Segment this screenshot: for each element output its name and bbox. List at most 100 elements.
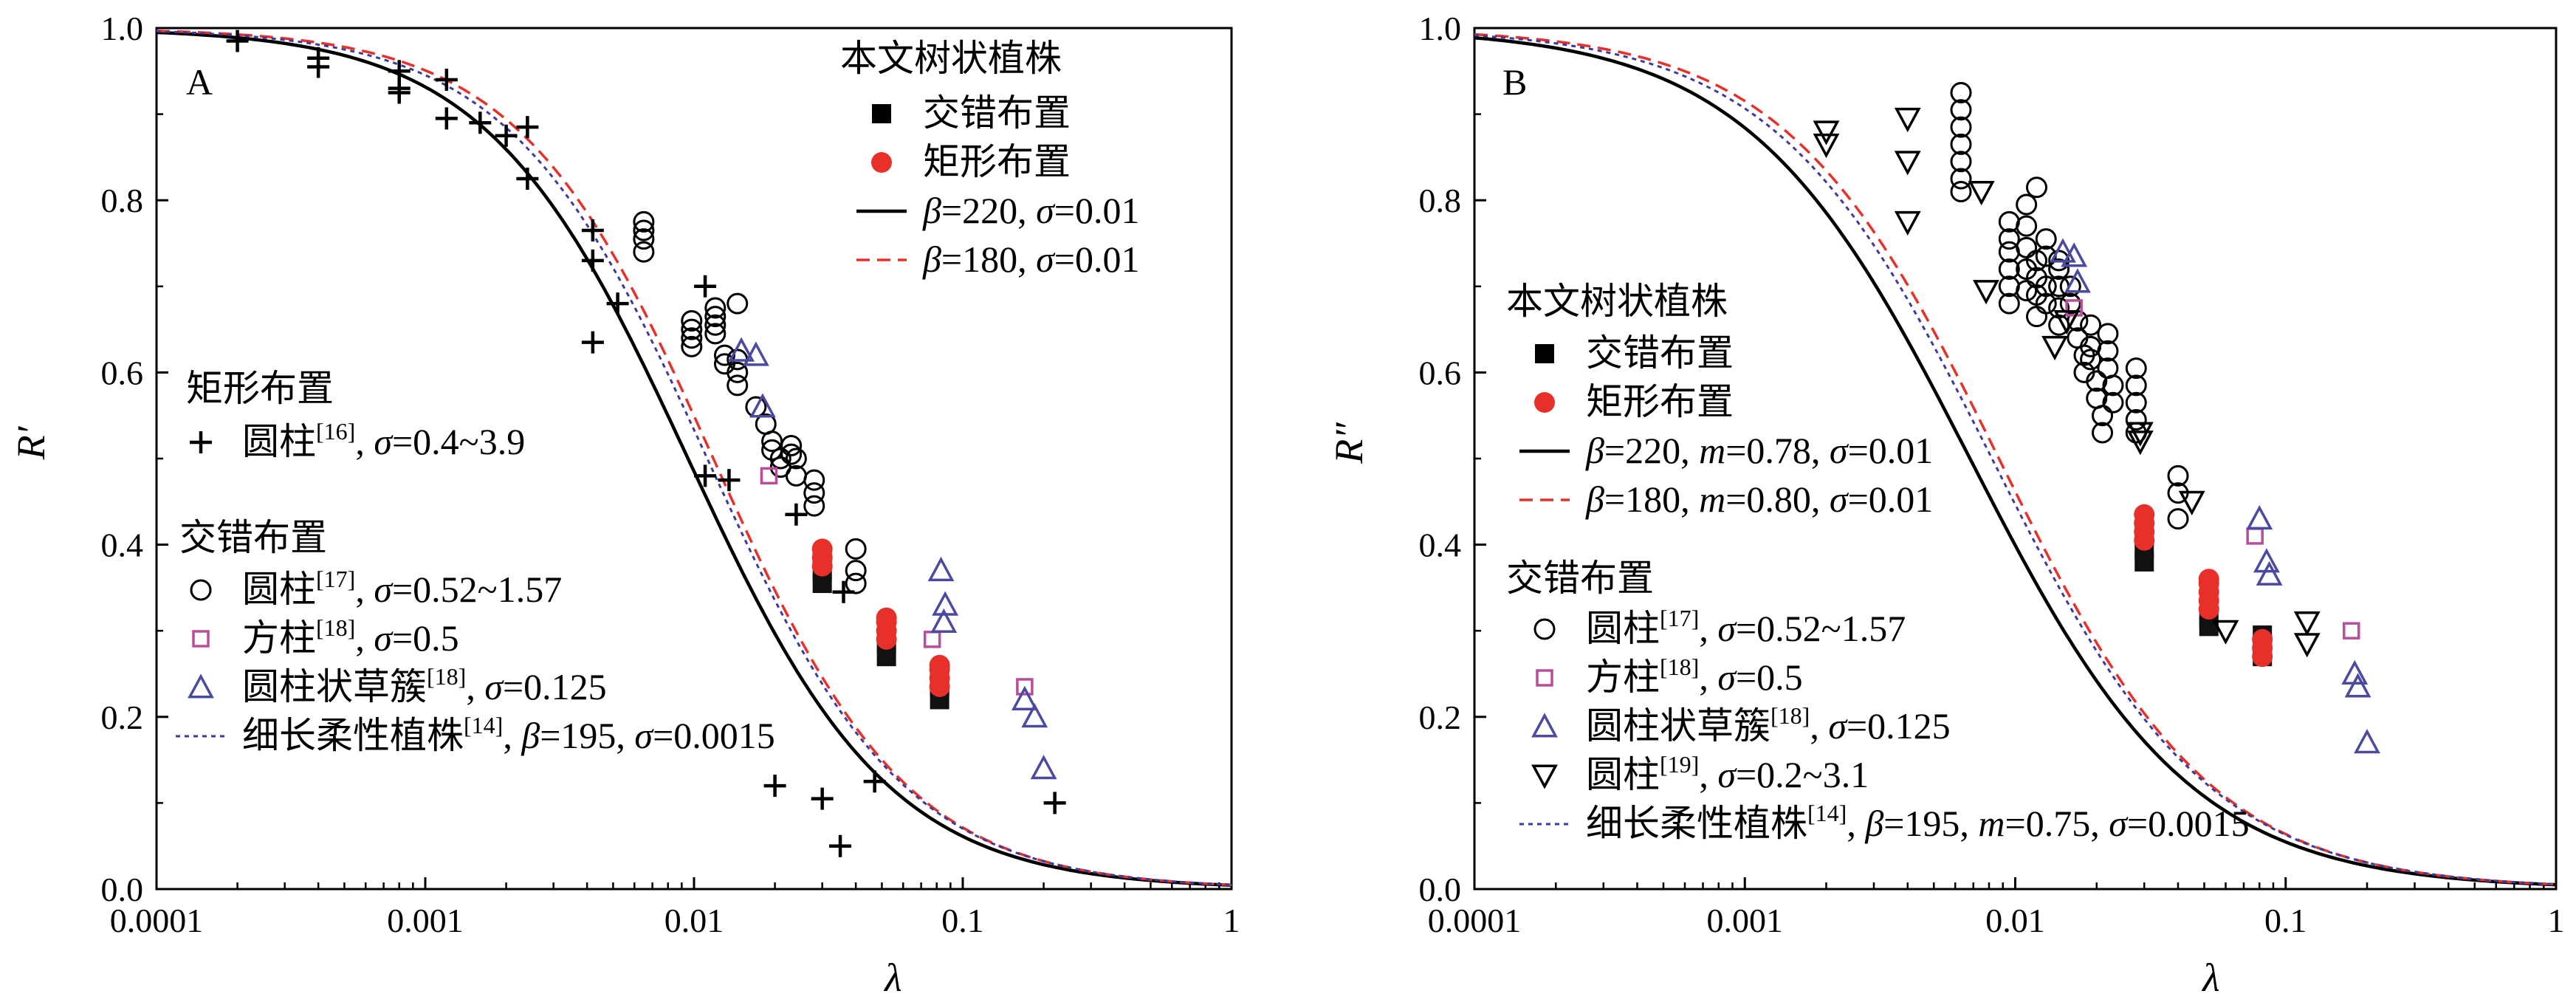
- text-run: =0.125: [1847, 705, 1951, 747]
- superscript-ref: [14]: [1807, 800, 1847, 826]
- down-triangle-marker: [2212, 620, 2239, 645]
- open-circle-marker: [633, 241, 655, 263]
- filled-dot-marker: [2134, 504, 2155, 525]
- filled-dot-marker: [871, 152, 892, 173]
- text-run: =220,: [941, 190, 1036, 231]
- text-run: ,: [1699, 656, 1717, 698]
- panel-a: 0.0 0.2 0.4 0.6 0.8 1.0 0.0001 0.001 0.01 0.1 1 λ R′…: [9, 10, 1240, 1000]
- italic-symbol: β: [922, 190, 941, 231]
- legend-label: 圆柱状草簇[18], σ=0.125: [1586, 702, 1951, 747]
- open-circle-marker: [704, 314, 727, 336]
- text-run: =0.52~1.57: [1736, 608, 1906, 649]
- open-circle-marker: [190, 579, 212, 601]
- open-triangle-marker: [2256, 560, 2283, 586]
- plus-marker: [829, 834, 852, 857]
- text-run: =0.01: [1848, 479, 1934, 520]
- open-circle-marker: [1998, 258, 2020, 280]
- y-tick-label: 0.8: [1419, 182, 1462, 219]
- y-tick-label: 0.4: [101, 526, 144, 564]
- legend-label: 圆柱[19], σ=0.2~3.1: [1586, 751, 1869, 795]
- x-axis-label: λ: [2201, 956, 2219, 1000]
- legend-label: 细长柔性植株[14], β=195, σ=0.0015: [242, 712, 775, 756]
- filled-dot-marker: [2252, 628, 2273, 650]
- down-triangle-marker: [2053, 309, 2081, 335]
- open-circle-marker: [2167, 464, 2189, 487]
- open-circle-marker: [1950, 151, 1972, 173]
- open-circle-marker: [2016, 215, 2038, 237]
- open-triangle-marker: [2050, 238, 2076, 263]
- open-triangle-marker: [1021, 703, 1048, 728]
- down-triangle-marker: [2126, 431, 2154, 456]
- open-triangle-marker: [1030, 755, 1057, 780]
- down-triangle-marker: [1968, 181, 1995, 206]
- text-run: 圆柱状草簇: [242, 666, 427, 707]
- open-circle-marker: [845, 538, 867, 560]
- text-run: =0.125: [503, 666, 607, 707]
- plus-marker: [811, 787, 834, 810]
- text-run: 圆柱: [242, 421, 316, 462]
- open-circle-marker: [2016, 236, 2038, 258]
- legend-label: 交错布置: [1586, 332, 1734, 374]
- plus-marker: [581, 249, 604, 272]
- open-triangle-marker: [2061, 242, 2088, 267]
- text-run: 细长柔性植株: [1586, 803, 1807, 844]
- plus-marker: [581, 219, 604, 242]
- text-run: =0.01: [1054, 190, 1140, 231]
- text-run: 交错布置: [923, 92, 1071, 134]
- open-circle-marker: [1950, 99, 1972, 121]
- text-run: ,: [503, 715, 521, 756]
- italic-symbol: σ: [374, 569, 394, 610]
- open-circle-marker: [2026, 176, 2048, 199]
- superscript-ref: [18]: [316, 614, 355, 641]
- text-run: =180,: [1604, 479, 1699, 520]
- open-circle-marker: [1950, 133, 1972, 155]
- superscript-ref: [19]: [1660, 751, 1699, 778]
- italic-symbol: σ: [1036, 190, 1056, 231]
- open-triangle-marker: [2354, 729, 2380, 754]
- open-circle-marker: [2035, 275, 2057, 298]
- down-triangle-marker: [2126, 422, 2154, 447]
- open-triangle-marker: [2064, 268, 2091, 293]
- legend-label: β=180, m=0.80, σ=0.01: [1585, 479, 1933, 520]
- plus-marker: [516, 116, 539, 139]
- plus-marker: [435, 107, 458, 130]
- open-square-marker: [2065, 299, 2083, 317]
- plus-marker: [694, 275, 717, 298]
- superscript-ref: [18]: [1770, 702, 1810, 729]
- x-axis-label: λ: [883, 956, 901, 1000]
- superscript-ref: [17]: [1660, 605, 1699, 631]
- plus-marker: [495, 124, 518, 147]
- down-triangle-marker: [2178, 490, 2205, 515]
- open-triangle-marker: [742, 341, 769, 366]
- legend-label: 矩形布置: [923, 141, 1071, 182]
- filled-dot-marker: [1534, 392, 1555, 413]
- open-circle-marker: [1998, 228, 2020, 250]
- legend-group-title: 交错布置: [1506, 558, 1654, 599]
- text-run: =0.0015: [2127, 803, 2250, 844]
- open-circle-marker: [1533, 618, 1556, 640]
- open-circle-marker: [2125, 409, 2147, 431]
- y-tick-label: 0.0: [101, 871, 144, 908]
- data-points: [226, 30, 1066, 857]
- text-run: =0.80,: [1725, 479, 1830, 520]
- plus-marker: [469, 112, 492, 134]
- down-triangle-marker: [1813, 133, 1840, 159]
- open-circle-marker: [727, 374, 749, 397]
- down-triangle-marker: [2293, 633, 2321, 658]
- down-triangle-marker: [1894, 107, 1921, 133]
- open-circle-marker: [2097, 340, 2119, 362]
- legend-label: β=220, m=0.78, σ=0.01: [1585, 430, 1933, 471]
- open-circle-marker: [2125, 374, 2147, 397]
- open-triangle-marker: [930, 608, 958, 634]
- y-tick-label: 0.6: [101, 354, 144, 391]
- text-run: =0.01: [1054, 239, 1140, 280]
- italic-symbol: σ: [374, 617, 394, 659]
- superscript-ref: [16]: [316, 418, 355, 445]
- text-run: 圆柱状草簇: [1586, 705, 1770, 747]
- plus-marker: [435, 68, 458, 91]
- superscript-ref: [14]: [464, 712, 503, 738]
- superscript-ref: [18]: [427, 663, 466, 690]
- x-tick-label: 0.01: [1985, 902, 2045, 939]
- open-triangle-marker: [2246, 504, 2273, 530]
